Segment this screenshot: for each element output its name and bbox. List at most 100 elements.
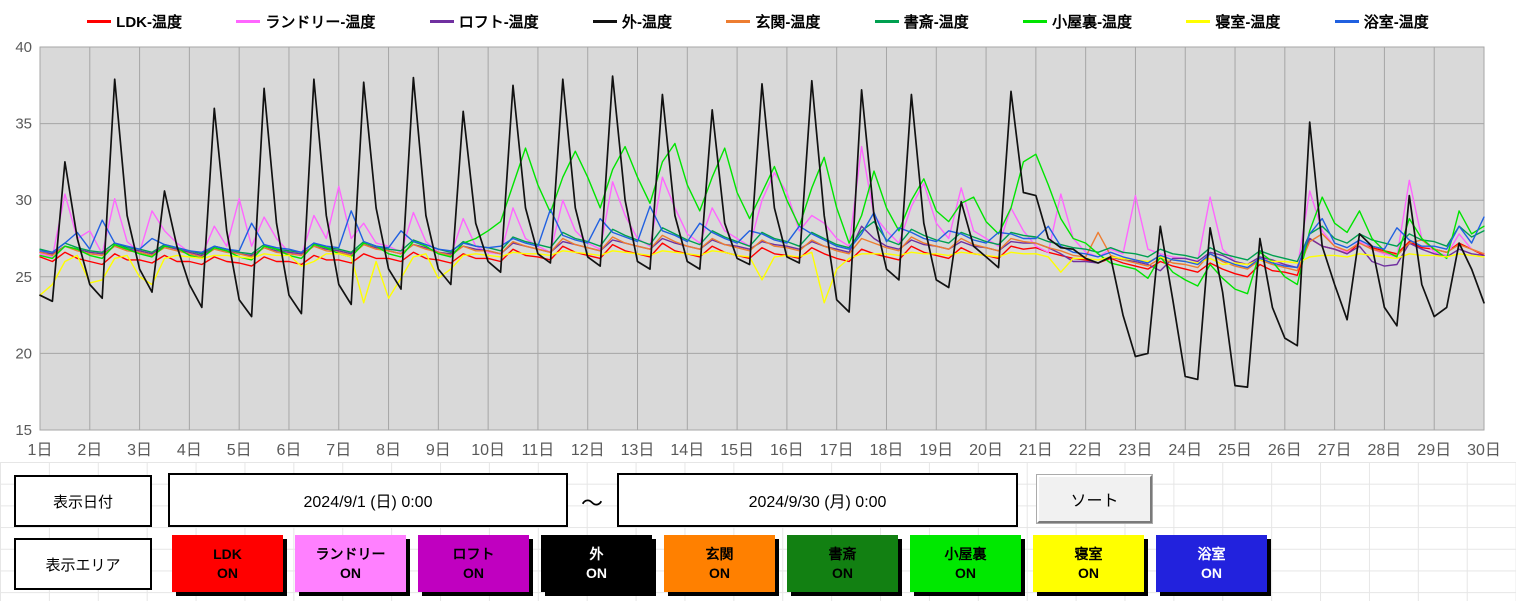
area-toggle-laundry[interactable]: ランドリー ON xyxy=(295,535,406,592)
legend-label: 浴室-温度 xyxy=(1363,13,1429,31)
x-axis-tick-label: 22日 xyxy=(1069,442,1103,459)
x-axis-tick-label: 20日 xyxy=(969,442,1003,459)
date-from-field[interactable]: 2024/9/1 (日) 0:00 xyxy=(168,473,568,527)
x-axis-tick-label: 9日 xyxy=(426,442,451,459)
area-toggle-study[interactable]: 書斎 ON xyxy=(787,535,898,592)
legend-item-entrance: 玄関-温度 xyxy=(726,11,820,32)
area-toggle-ldk[interactable]: LDK ON xyxy=(172,535,283,592)
area-toggle-name: 書斎 xyxy=(828,546,857,563)
temperature-chart: 40 35 30 25 20 15 1日 2日 3日 4日 5日 6日 7日 8日 9日 10日 11日 12日 1… xyxy=(15,39,1501,459)
x-axis-tick-label: 19日 xyxy=(919,442,953,459)
x-axis-tick-label: 14日 xyxy=(670,442,704,459)
x-axis-tick-label: 7日 xyxy=(326,442,351,459)
x-axis-tick-label: 15日 xyxy=(720,442,754,459)
display-area-label: 表示エリア xyxy=(14,538,152,590)
legend-label: 書斎-温度 xyxy=(903,13,969,31)
legend-line-swatch-icon xyxy=(1023,19,1048,23)
area-toggle-state: ON xyxy=(955,564,976,581)
x-axis-tick-label: 30日 xyxy=(1467,442,1501,459)
area-toggle-strip: LDK ON ランドリー ON ロフト ON 外 ON 玄関 ON 書斎 ON 小屋裏 ON 寝室 ON 浴室 O… xyxy=(172,535,1267,592)
area-toggle-name: 外 xyxy=(589,546,604,563)
legend-label: LDK-温度 xyxy=(116,13,182,31)
x-axis-tick-label: 23日 xyxy=(1119,442,1153,459)
area-toggle-state: ON xyxy=(463,564,484,581)
area-toggle-state: ON xyxy=(1201,564,1222,581)
legend-item-bathroom: 浴室-温度 xyxy=(1334,11,1429,32)
area-toggle-name: ランドリー xyxy=(315,546,386,563)
y-axis-tick-label: 20 xyxy=(15,345,32,362)
series-line-玄関-温度 xyxy=(39,231,1485,272)
x-axis-tick-label: 4日 xyxy=(177,442,202,459)
area-toggle-outdoor[interactable]: 外 ON xyxy=(541,535,652,592)
x-axis-tick-label: 16日 xyxy=(770,442,804,459)
sort-button[interactable]: ソート xyxy=(1036,474,1153,524)
legend-label: 玄関-温度 xyxy=(755,13,821,31)
x-axis-tick-label: 3日 xyxy=(127,442,152,459)
x-axis-tick-label: 27日 xyxy=(1318,442,1352,459)
x-axis-tick-label: 26日 xyxy=(1268,442,1302,459)
x-axis-tick-label: 13日 xyxy=(621,442,655,459)
legend-line-swatch-icon xyxy=(593,19,618,23)
area-toggle-bedroom[interactable]: 寝室 ON xyxy=(1033,535,1144,592)
series-line-寝室-温度 xyxy=(39,250,1485,304)
area-toggle-loft[interactable]: ロフト ON xyxy=(418,535,529,592)
legend-item-ldk: LDK-温度 xyxy=(87,11,182,32)
legend-label: ロフト-温度 xyxy=(458,13,539,31)
legend-label: 小屋裏-温度 xyxy=(1052,13,1133,31)
area-toggle-name: 玄関 xyxy=(705,546,734,563)
series-line-LDK-温度 xyxy=(39,237,1485,278)
x-axis-tick-label: 6日 xyxy=(277,442,302,459)
legend-line-swatch-icon xyxy=(1186,19,1211,23)
x-axis-tick-label: 21日 xyxy=(1019,442,1053,459)
x-axis-tick-label: 11日 xyxy=(522,442,555,459)
x-axis-tick-label: 25日 xyxy=(1218,442,1252,459)
series-line-外-温度 xyxy=(39,75,1485,388)
area-toggle-name: 浴室 xyxy=(1197,546,1226,563)
legend-item-loft: ロフト-温度 xyxy=(429,11,539,32)
legend-line-swatch-icon xyxy=(726,19,751,23)
y-axis-tick-label: 25 xyxy=(15,269,32,286)
legend-line-swatch-icon xyxy=(429,19,454,23)
x-axis-tick-label: 5日 xyxy=(227,442,252,459)
legend-item-bedroom: 寝室-温度 xyxy=(1186,11,1280,32)
area-toggle-name: 小屋裏 xyxy=(944,546,987,563)
chart-legend: LDK-温度 ランドリー-温度 ロフト-温度 外-温度 玄関-温度 書斎-温度 小屋裏-温度… xyxy=(0,8,1516,34)
legend-label: 寝室-温度 xyxy=(1215,13,1281,31)
y-axis-tick-label: 30 xyxy=(15,192,32,209)
x-axis-tick-label: 2日 xyxy=(77,442,102,459)
area-toggle-state: ON xyxy=(340,564,361,581)
x-axis-tick-label: 10日 xyxy=(471,442,505,459)
area-toggle-entrance[interactable]: 玄関 ON xyxy=(664,535,775,592)
x-axis-tick-label: 1日 xyxy=(28,442,53,459)
legend-line-swatch-icon xyxy=(236,19,261,23)
legend-line-swatch-icon xyxy=(87,19,112,23)
area-toggle-state: ON xyxy=(1078,564,1099,581)
area-toggle-attic[interactable]: 小屋裏 ON xyxy=(910,535,1021,592)
plot-border xyxy=(39,46,1485,431)
date-to-field[interactable]: 2024/9/30 (月) 0:00 xyxy=(617,473,1018,527)
area-toggle-state: ON xyxy=(586,564,607,581)
legend-item-laundry: ランドリー-温度 xyxy=(236,11,375,32)
legend-label: 外-温度 xyxy=(622,13,673,31)
area-toggle-state: ON xyxy=(709,564,730,581)
legend-item-study: 書斎-温度 xyxy=(874,11,969,32)
y-axis-tick-label: 35 xyxy=(15,116,32,133)
x-axis-tick-label: 24日 xyxy=(1168,442,1202,459)
legend-line-swatch-icon xyxy=(1334,19,1359,23)
x-axis-tick-label: 28日 xyxy=(1368,442,1402,459)
area-toggle-name: LDK xyxy=(213,546,242,563)
legend-label: ランドリー-温度 xyxy=(265,13,376,31)
area-toggle-name: 寝室 xyxy=(1074,546,1103,563)
control-panel: 表示日付 2024/9/1 (日) 0:00 ～ 2024/9/30 (月) 0… xyxy=(0,462,1516,601)
date-range-separator: ～ xyxy=(581,491,604,516)
y-axis-tick-label: 15 xyxy=(15,422,32,439)
plot-area xyxy=(40,47,1484,430)
legend-item-attic: 小屋裏-温度 xyxy=(1023,11,1132,32)
area-toggle-state: ON xyxy=(217,564,238,581)
x-axis-tick-label: 29日 xyxy=(1417,442,1451,459)
x-axis-tick-label: 8日 xyxy=(376,442,401,459)
area-toggle-bathroom[interactable]: 浴室 ON xyxy=(1156,535,1267,592)
legend-line-swatch-icon xyxy=(874,19,899,23)
area-toggle-state: ON xyxy=(832,564,853,581)
